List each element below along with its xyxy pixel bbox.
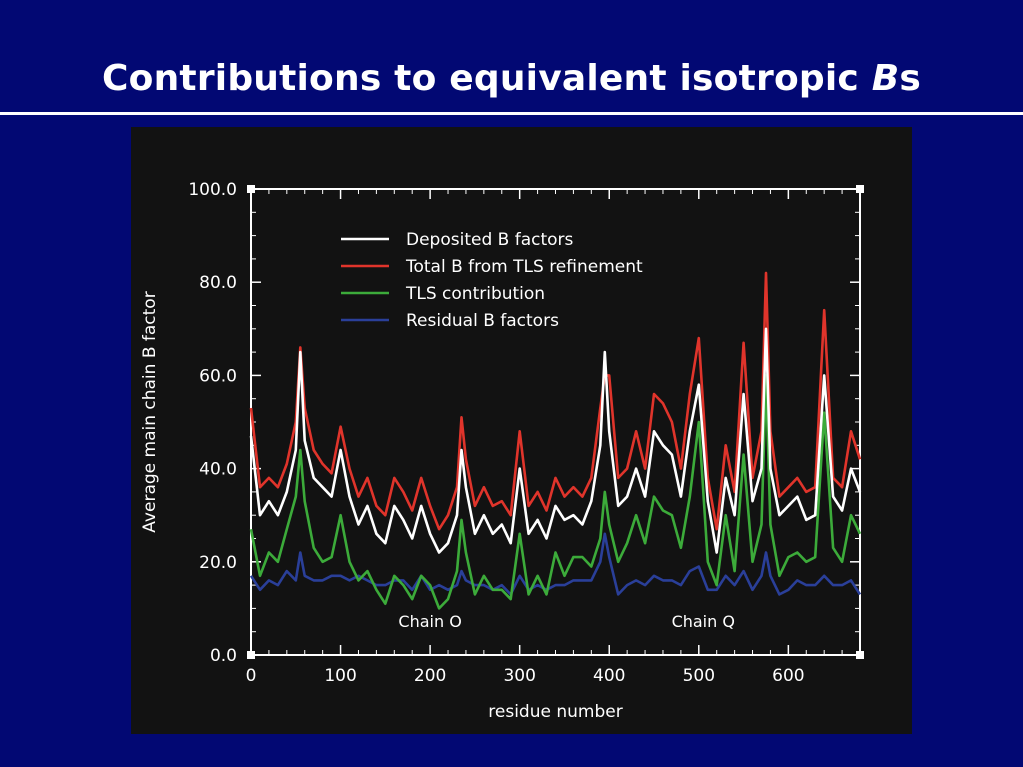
slide-title: Contributions to equivalent isotropic Bs [0, 58, 1023, 99]
x-tick-label: 0 [246, 666, 257, 686]
chain-annotation: Chain Q [672, 612, 735, 631]
x-tick-label: 500 [683, 666, 715, 686]
series-line-white [249, 327, 862, 554]
title-divider [0, 112, 1023, 115]
y-axis-label: Average main chain B factor [140, 291, 160, 532]
slide-title-italic: B [871, 58, 900, 99]
chart-panel: 0 100 200 300 400 500 600 0.0 20.0 40.0 60.0 80.0 10… [131, 127, 912, 734]
slide-title-tail: s [899, 58, 921, 99]
chain-annotation: Chain O [398, 612, 461, 631]
slide-title-main: Contributions to equivalent isotropic [102, 58, 872, 99]
x-tick-label: 300 [503, 666, 535, 686]
axes-layer: 0 100 200 300 400 500 600 0.0 20.0 40.0 60.0 80.0 10… [188, 180, 864, 686]
y-tick-label: 40.0 [199, 460, 237, 480]
annotations: Chain O Chain Q [398, 612, 735, 631]
y-tick-label: 60.0 [199, 366, 237, 386]
y-tick-label: 100.0 [188, 180, 237, 200]
legend-label: Deposited B factors [406, 230, 574, 250]
series-line-green [249, 374, 862, 610]
x-tick-label: 100 [324, 666, 356, 686]
series-line-blue [249, 532, 862, 596]
b-factor-chart: 0 100 200 300 400 500 600 0.0 20.0 40.0 60.0 80.0 10… [140, 180, 864, 722]
y-tick-label: 20.0 [199, 553, 237, 573]
x-tick-label: 600 [772, 666, 804, 686]
y-tick-label: 0.0 [210, 646, 237, 666]
legend: Deposited B factors Total B from TLS refi… [341, 230, 643, 331]
series-layer [249, 271, 862, 610]
legend-label: Total B from TLS refinement [405, 257, 643, 277]
x-tick-label: 200 [414, 666, 446, 686]
legend-label: Residual B factors [406, 311, 559, 331]
x-tick-label: 400 [593, 666, 625, 686]
x-axis-label: residue number [488, 702, 622, 722]
y-tick-label: 80.0 [199, 273, 237, 293]
legend-label: TLS contribution [405, 284, 545, 304]
